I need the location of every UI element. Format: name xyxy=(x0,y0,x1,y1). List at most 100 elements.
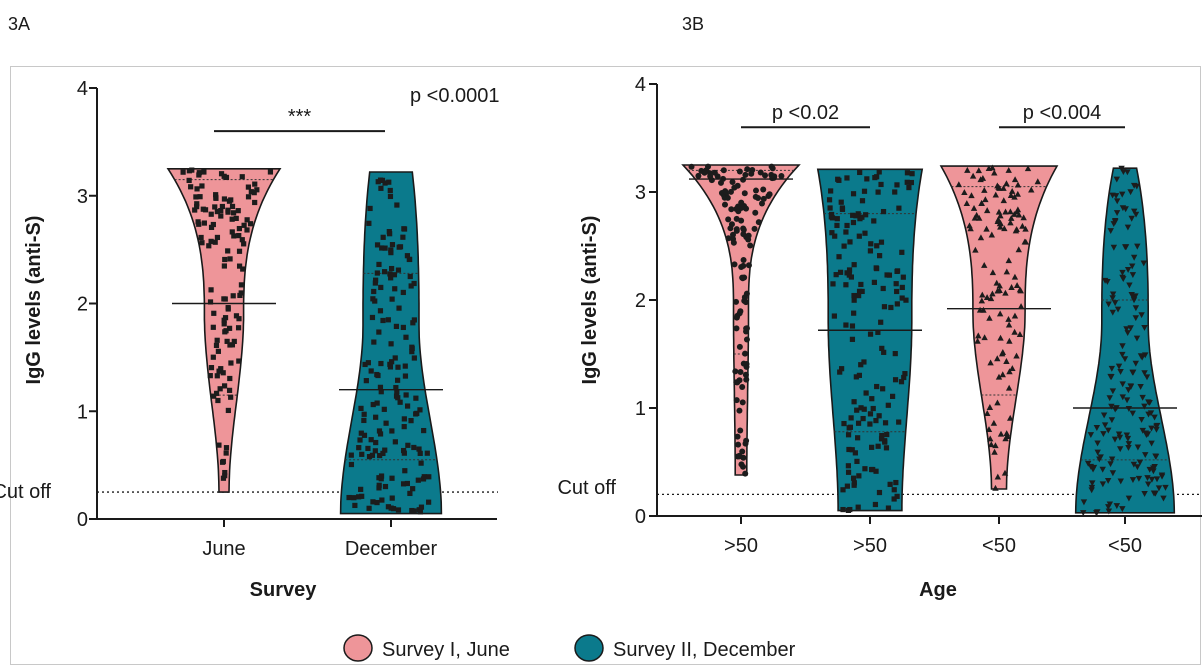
data-point xyxy=(883,445,890,451)
data-point xyxy=(997,219,1004,226)
data-point xyxy=(1129,369,1137,376)
significance-label: *** xyxy=(288,106,312,128)
data-point xyxy=(210,324,216,330)
data-point xyxy=(1019,222,1026,229)
data-point xyxy=(869,444,875,450)
data-point xyxy=(194,186,200,192)
data-point xyxy=(868,241,874,247)
data-point xyxy=(978,297,986,304)
data-point xyxy=(733,325,740,332)
data-point xyxy=(898,379,905,385)
data-point xyxy=(373,277,379,283)
data-point xyxy=(845,432,852,438)
data-point xyxy=(356,445,362,451)
data-point xyxy=(737,427,744,434)
y-axis-label: IgG levels (anti-S) xyxy=(579,216,601,385)
data-point xyxy=(984,410,991,416)
data-point xyxy=(829,230,835,236)
data-point xyxy=(1089,466,1097,473)
data-point xyxy=(893,479,899,486)
data-point xyxy=(833,272,839,278)
data-point xyxy=(739,274,746,281)
data-point xyxy=(358,430,364,436)
data-point xyxy=(385,504,391,510)
data-point xyxy=(363,378,369,384)
data-point xyxy=(411,317,417,323)
y-tick-label: 4 xyxy=(77,78,88,100)
data-point xyxy=(392,286,398,292)
data-point xyxy=(874,243,880,249)
data-point xyxy=(1113,210,1121,217)
data-point xyxy=(894,493,900,499)
data-point xyxy=(1120,169,1127,175)
data-point xyxy=(1109,291,1117,298)
data-point xyxy=(731,261,738,268)
data-point xyxy=(1106,501,1114,508)
data-point xyxy=(245,184,252,190)
data-point xyxy=(1145,399,1152,406)
data-point xyxy=(1145,481,1152,488)
data-point xyxy=(972,246,979,253)
data-point xyxy=(874,265,880,272)
data-point xyxy=(387,361,393,367)
data-point xyxy=(1011,328,1018,335)
data-point xyxy=(1119,394,1126,401)
data-point xyxy=(1014,190,1021,197)
data-point xyxy=(741,294,748,301)
data-point xyxy=(1007,192,1015,198)
x-axis-title: Age xyxy=(919,579,957,601)
data-point xyxy=(388,341,394,347)
data-point xyxy=(254,187,260,193)
data-point xyxy=(251,190,257,196)
y-axis-label: IgG levels (anti-S) xyxy=(23,216,45,385)
panel-b-label: 3B xyxy=(682,14,705,34)
data-point xyxy=(1005,257,1012,264)
data-point xyxy=(986,404,994,410)
data-point xyxy=(227,342,233,348)
data-point xyxy=(227,375,233,382)
data-point xyxy=(882,420,889,426)
data-point xyxy=(220,370,226,376)
data-point xyxy=(992,191,999,198)
data-point xyxy=(370,401,376,408)
data-point xyxy=(212,204,218,210)
data-point xyxy=(989,269,997,276)
data-point xyxy=(387,187,393,194)
data-point xyxy=(410,486,416,492)
data-point xyxy=(208,365,215,371)
data-point xyxy=(851,480,857,486)
data-point xyxy=(418,504,425,510)
data-point xyxy=(239,174,245,180)
data-point xyxy=(733,227,740,234)
data-point xyxy=(1153,476,1161,483)
data-point xyxy=(395,364,401,370)
data-point xyxy=(1094,440,1101,447)
data-point xyxy=(743,376,750,383)
data-point xyxy=(884,272,890,278)
p-value-label: p <0.0001 xyxy=(410,85,500,107)
data-point xyxy=(194,201,200,207)
data-point xyxy=(963,200,971,207)
data-point xyxy=(858,281,864,288)
data-point xyxy=(749,166,756,173)
data-point xyxy=(977,234,985,241)
data-point xyxy=(1132,315,1139,322)
data-point xyxy=(1115,363,1123,370)
data-point xyxy=(1119,381,1126,388)
data-point xyxy=(737,308,744,315)
data-point xyxy=(867,421,873,427)
data-point xyxy=(975,332,982,339)
data-point xyxy=(201,220,207,226)
data-point xyxy=(223,328,229,334)
data-point xyxy=(351,495,357,501)
data-point xyxy=(247,221,254,227)
data-point xyxy=(1013,352,1020,359)
data-point xyxy=(361,411,367,417)
data-point xyxy=(1125,444,1132,451)
data-point xyxy=(401,416,407,422)
significance-label: p <0.02 xyxy=(772,102,839,124)
data-point xyxy=(899,295,905,301)
data-point xyxy=(389,475,395,481)
data-point xyxy=(221,263,227,269)
data-point xyxy=(418,460,424,466)
